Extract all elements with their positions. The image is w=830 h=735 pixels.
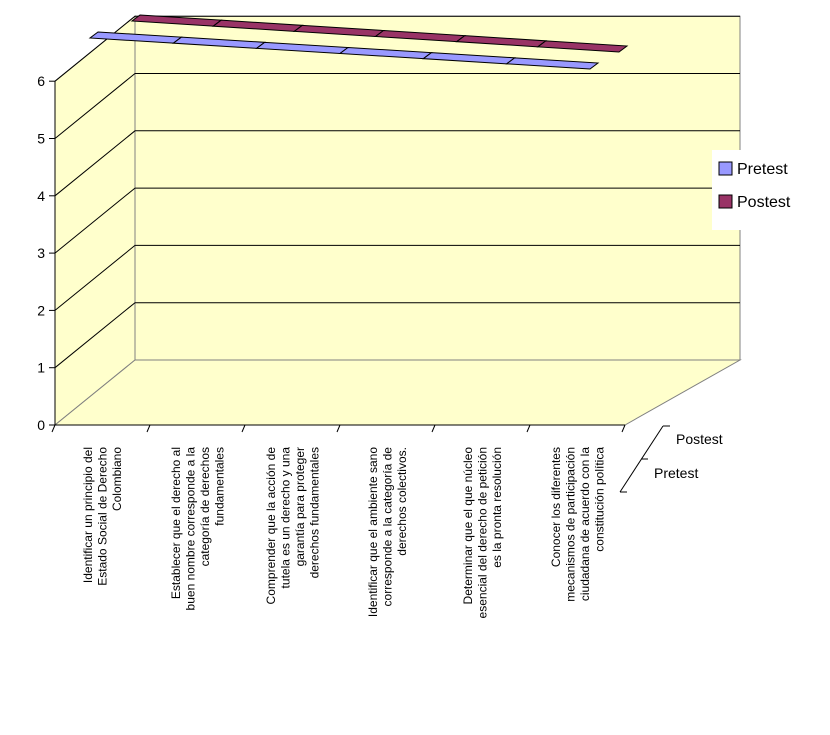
- category-label-line: Comprender que la acción de: [264, 447, 278, 605]
- depth-label: Postest: [676, 431, 723, 447]
- category-label: Conocer los diferentes mecanismos de part…: [549, 447, 607, 602]
- category-label-line: fundamentales: [212, 447, 226, 526]
- depth-axis: Postest Pretest: [619, 425, 723, 493]
- category-label-line: Identificar que el ambiente sano: [366, 447, 380, 617]
- category-label-line: esencial del derecho de petición: [476, 447, 490, 618]
- legend-label: Postest: [737, 194, 791, 211]
- category-label: Determinar que el que núcleo esencial del…: [461, 447, 504, 619]
- legend-swatch: [718, 161, 733, 176]
- category-label-line: Colombiano: [110, 447, 124, 511]
- category-label: Comprender que la acción de tutela es un …: [264, 447, 322, 605]
- x-tick: [526, 424, 531, 433]
- y-tick-label: 1: [37, 360, 45, 376]
- legend: Pretest Postest: [712, 150, 830, 230]
- category-label-line: Conocer los diferentes: [549, 447, 563, 567]
- x-axis: Identificar un principio del Estado Socia…: [51, 424, 626, 619]
- gridline: [54, 15, 740, 82]
- category-label-line: categoría de derechos: [198, 447, 212, 566]
- gridline: [54, 187, 740, 254]
- category-label-line: Determinar que el que núcleo: [461, 447, 475, 605]
- category-label-line: buen nombre corresponde a la: [183, 447, 197, 611]
- category-label-line: corresponde a la categoría de: [381, 447, 395, 607]
- gridline: [54, 130, 740, 197]
- gridlines: [54, 15, 740, 369]
- category-label-line: Establecer que el derecho al: [169, 447, 183, 599]
- category-label-line: es la pronta resolución: [490, 447, 504, 568]
- x-tick: [146, 424, 151, 433]
- category-label-line: garantía para proteger: [293, 447, 307, 566]
- x-tick: [51, 424, 56, 433]
- y-tick-label: 4: [37, 188, 45, 204]
- category-label-line: derechos colectivos.: [395, 447, 409, 556]
- category-label-line: derechos fundamentales: [307, 447, 321, 578]
- category-label-line: constitución política: [592, 447, 606, 552]
- legend-label: Pretest: [737, 161, 788, 178]
- category-label: Identificar que el ambiente sano correspo…: [366, 447, 409, 617]
- category-label-line: Identificar un principio del: [81, 447, 95, 583]
- gridline: [54, 244, 740, 311]
- y-tick-label: 3: [37, 245, 45, 261]
- depth-label: Pretest: [654, 465, 698, 481]
- y-axis: 0 1 2 3 4 5 6: [37, 73, 56, 433]
- bar: [536, 40, 629, 53]
- x-tick: [621, 424, 626, 433]
- y-tick-label: 6: [37, 73, 45, 89]
- series-pretest: [88, 31, 600, 70]
- category-label-line: Estado Social de Derecho: [96, 447, 110, 586]
- legend-swatch: [718, 194, 733, 209]
- category-label-line: mecanismos de participación: [563, 447, 577, 602]
- category-label: Establecer que el derecho al buen nombre …: [169, 447, 227, 611]
- category-label-line: ciudadana de acuerdo con la: [578, 447, 592, 601]
- category-label-line: tutela es un derecho y una: [278, 447, 292, 589]
- y-tick-label: 2: [37, 302, 45, 318]
- y-tick-label: 0: [37, 417, 45, 433]
- floor: [53, 359, 742, 426]
- x-tick: [336, 424, 341, 433]
- bar: [505, 57, 600, 70]
- x-tick: [241, 424, 246, 433]
- gridline: [54, 73, 740, 139]
- series-postest: [130, 14, 629, 53]
- category-label: Identificar un principio del Estado Socia…: [81, 447, 124, 586]
- gridline: [54, 302, 740, 369]
- bars: [88, 14, 629, 70]
- x-tick: [431, 424, 436, 433]
- y-tick-label: 5: [37, 131, 45, 147]
- chart-walls: [53, 15, 742, 427]
